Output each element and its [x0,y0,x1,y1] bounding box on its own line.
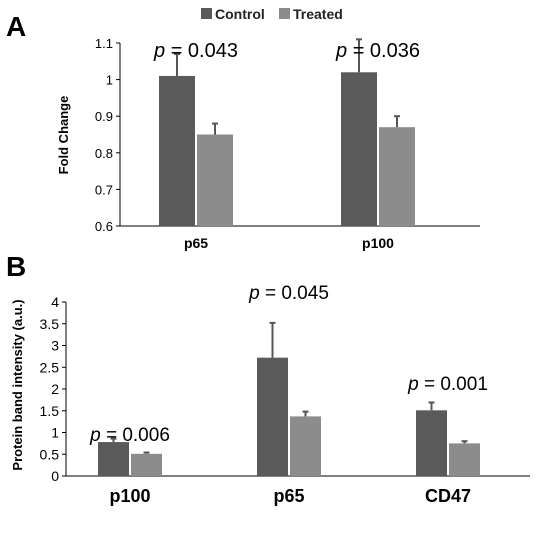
y-tick-label: 0.8 [95,146,113,161]
panel-letter-a: A [6,11,26,42]
y-axis-title: Protein band intensity (a.u.) [10,299,25,470]
bar-treated-p100 [379,127,415,226]
category-label: p65 [273,486,304,506]
p-value-annotation: p = 0.045 [248,283,329,304]
p-value-annotation: p = 0.036 [335,40,420,62]
bar-treated-p65 [197,134,233,226]
category-label: p65 [184,235,208,251]
legend-label-control: Control [215,6,265,22]
legend: Control Treated [201,6,343,22]
y-tick-label: 3 [51,338,59,354]
bar-treated-p65 [290,416,321,476]
p-value-annotation: p = 0.001 [407,374,488,395]
bar-control-p65 [257,357,288,476]
y-tick-label: 0.5 [40,446,60,462]
y-tick-label: 4 [51,294,59,310]
y-tick-label: 1 [106,73,113,88]
category-label: p100 [109,486,150,506]
y-tick-label: 0 [51,468,59,484]
panel-letter-b: B [6,251,26,282]
bar-treated-cd47 [449,443,480,476]
bar-control-p65 [159,75,195,226]
y-tick-label: 1.5 [40,403,60,419]
y-tick-label: 0.6 [95,219,113,234]
chart-a: 0.6 0.7 0.8 0.9 1 1.1 Fold Change p65 p = 0.043 p… [56,36,480,251]
y-axis-title: Fold Change [56,96,71,175]
p-value-annotation: p = 0.006 [89,425,170,446]
bar-control-p100 [341,72,377,226]
legend-label-treated: Treated [293,6,343,22]
bar-control-cd47 [416,410,447,476]
y-tick-label: 2 [51,381,59,397]
p-value-annotation: p = 0.043 [153,40,238,62]
y-tick-label: 3.5 [40,316,60,332]
category-label: p100 [362,235,394,251]
bar-control-p100 [98,442,129,476]
y-tick-label: 1.1 [95,36,113,51]
y-tick-label: 0.7 [95,182,113,197]
y-tick-label: 0.9 [95,109,113,124]
bar-treated-p100 [131,453,162,476]
legend-swatch-treated [279,8,290,19]
y-tick-label: 1 [51,425,59,441]
y-tick-label: 2.5 [40,359,60,375]
legend-swatch-control [201,8,212,19]
category-label: CD47 [425,486,471,506]
chart-b: 0 0.5 1 1.5 2 2.5 3 3.5 4 Protein band intensity … [10,283,530,506]
